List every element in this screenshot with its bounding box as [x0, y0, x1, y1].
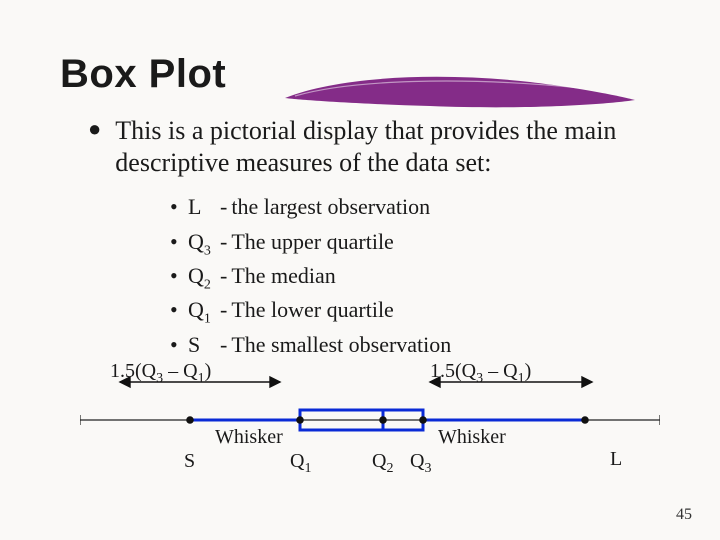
definition-symbol: Q2 — [188, 261, 218, 295]
bullet-icon: • — [170, 330, 188, 360]
definition-dash: - — [220, 261, 227, 291]
slide-title: Box Plot — [60, 52, 660, 97]
iqr-label-right: 1.5(Q3 – Q1) — [430, 360, 531, 387]
tick-s — [186, 416, 194, 424]
definition-item: • L - the largest observation — [170, 192, 660, 226]
label-q2: Q2 — [372, 450, 393, 477]
definition-symbol: Q1 — [188, 295, 218, 329]
definition-text: the largest observation — [231, 192, 430, 222]
definition-symbol: S — [188, 330, 218, 364]
label-q1: Q1 — [290, 450, 311, 477]
bullet-icon: • — [170, 227, 188, 257]
definition-dash: - — [220, 227, 227, 257]
whisker-label-left: Whisker — [215, 426, 283, 449]
label-s: S — [184, 450, 195, 473]
tick-q1 — [296, 416, 304, 424]
definition-text: The smallest observation — [231, 330, 451, 360]
definition-item: • Q3 - The upper quartile — [170, 227, 660, 261]
whisker-label-right: Whisker — [438, 426, 506, 449]
definition-dash: - — [220, 192, 227, 222]
definition-symbol: Q3 — [188, 227, 218, 261]
intro-row: ● This is a pictorial display that provi… — [88, 115, 660, 178]
definition-item: • Q2 - The median — [170, 261, 660, 295]
tick-q2 — [379, 416, 387, 424]
iqr-label-left: 1.5(Q3 – Q1) — [110, 360, 211, 387]
tick-q3 — [419, 416, 427, 424]
bullet-icon: • — [170, 261, 188, 291]
definition-symbol: L — [188, 192, 218, 226]
boxplot-diagram: 1.5(Q3 – Q1) 1.5(Q3 – Q1) Whisker Whiske… — [80, 360, 660, 490]
title-row: Box Plot — [60, 52, 660, 97]
intro-text: This is a pictorial display that provide… — [115, 115, 655, 178]
tick-l — [581, 416, 589, 424]
definition-dash: - — [220, 295, 227, 325]
definition-dash: - — [220, 330, 227, 360]
bullet-icon: • — [170, 295, 188, 325]
definition-text: The upper quartile — [231, 227, 394, 257]
definition-text: The median — [231, 261, 335, 291]
definition-text: The lower quartile — [231, 295, 394, 325]
label-q3: Q3 — [410, 450, 431, 477]
intro-bullet-icon: ● — [88, 115, 101, 143]
definitions-list: • L - the largest observation • Q3 - The… — [170, 192, 660, 363]
page-number: 45 — [676, 506, 692, 524]
definition-item: • Q1 - The lower quartile — [170, 295, 660, 329]
label-l: L — [610, 448, 622, 471]
definition-item: • S - The smallest observation — [170, 330, 660, 364]
bullet-icon: • — [170, 192, 188, 222]
